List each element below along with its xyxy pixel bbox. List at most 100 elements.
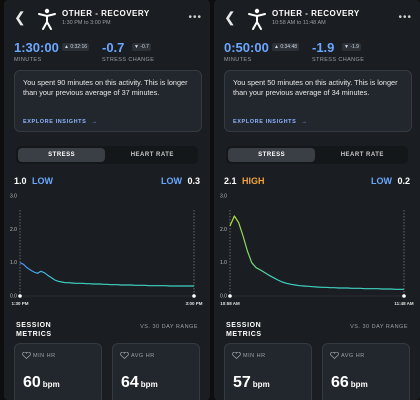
activity-time-range: 10:58 AM to 11:48 AM (272, 20, 326, 26)
duration-chip: ▲ 0:32:16 (62, 43, 90, 51)
more-menu-icon[interactable]: ••• (188, 12, 202, 23)
y-tick-label: 3.0 (220, 194, 227, 200)
duration-chip-value: 0:34:48 (280, 44, 298, 50)
insight-card: You spent 90 minutes on this activity. T… (14, 70, 202, 132)
min-hr-value: 57 (233, 374, 251, 391)
stress-start-level: LOW (32, 176, 54, 186)
duration-value: 0:50:00 (224, 40, 269, 55)
stress-change-value: -1.9 (312, 40, 335, 55)
stress-end: LOW 0.3 (161, 176, 200, 186)
avg-hr-value: 66 (331, 374, 349, 391)
avg-hr-header: AVG HR (330, 352, 365, 359)
arrow-right-icon: → (91, 119, 98, 125)
x-start-label: 1:30 PM (11, 301, 28, 306)
screen-left: ❮ OTHER - RECOVERY 1:30 PM to 3:00 PM ••… (4, 0, 210, 400)
activity-title: OTHER - RECOVERY (62, 9, 150, 18)
screen-right: ❮ OTHER - RECOVERY 10:58 AM to 11:48 AM … (214, 0, 420, 400)
avg-hr-card[interactable]: AVG HR 64 bpm (112, 343, 200, 400)
y-tick-label: 1.0 (10, 260, 17, 266)
stress-series-line (229, 215, 404, 290)
stress-start-value: 1.0 (14, 176, 27, 186)
avg-hr-unit: bpm (350, 380, 368, 389)
stress-chart: 0.0 1.0 2.0 3.0 1:30 PM 3:00 PM (10, 194, 203, 307)
min-hr-label: MIN HR (33, 352, 56, 359)
x-end-label: 11:48 AM (394, 301, 414, 306)
y-tick-label: 0.0 (10, 294, 17, 300)
y-tick-label: 2.0 (220, 227, 227, 233)
stress-end-level: LOW (370, 176, 392, 186)
heart-icon (330, 352, 339, 359)
insight-text: You spent 90 minutes on this activity. T… (23, 78, 188, 97)
x-end-label: 3:00 PM (185, 301, 202, 306)
stress-change-chip-value: -1.9 (350, 44, 359, 50)
duration-chip: ▲ 0:34:48 (272, 43, 300, 51)
metric-tabs: STRESS HEART RATE (16, 146, 198, 164)
explore-insights-label: EXPLORE INSIGHTS (23, 119, 87, 125)
stress-change-chip: ▼ -0.7 (132, 43, 151, 51)
tab-heart-rate[interactable]: HEART RATE (340, 152, 384, 158)
insight-text: You spent 50 minutes on this activity. T… (233, 78, 398, 97)
arrow-right-icon: → (301, 119, 308, 125)
back-chevron-icon[interactable]: ❮ (224, 9, 236, 25)
end-point (402, 294, 406, 298)
avg-hr-label: AVG HR (131, 352, 155, 359)
avg-hr-value-row: 64 bpm (121, 374, 158, 392)
session-metrics-title: SESSION METRICS (226, 322, 262, 338)
more-menu-icon[interactable]: ••• (398, 12, 412, 23)
x-start-label: 10:58 AM (220, 301, 240, 306)
min-hr-unit: bpm (252, 380, 270, 389)
tab-stress[interactable]: STRESS (18, 148, 106, 162)
stress-start-value: 2.1 (224, 176, 237, 186)
activity-time-range: 1:30 PM to 3:00 PM (62, 20, 111, 26)
tab-heart-rate[interactable]: HEART RATE (130, 152, 174, 158)
start-point (228, 294, 232, 298)
top-bar: ❮ OTHER - RECOVERY 1:30 PM to 3:00 PM ••… (4, 8, 210, 30)
explore-insights-link[interactable]: EXPLORE INSIGHTS → (233, 119, 308, 125)
insight-card: You spent 50 minutes on this activity. T… (224, 70, 412, 132)
explore-insights-label: EXPLORE INSIGHTS (233, 119, 297, 125)
stress-change-label: STRESS CHANGE (312, 57, 365, 63)
min-hr-card[interactable]: MIN HR 60 bpm (14, 343, 102, 400)
top-bar: ❮ OTHER - RECOVERY 10:58 AM to 11:48 AM … (214, 8, 420, 30)
avg-hr-label: AVG HR (341, 352, 365, 359)
person-activity-icon (38, 8, 56, 30)
avg-hr-value-row: 66 bpm (331, 374, 368, 392)
stress-end: LOW 0.2 (371, 176, 410, 186)
avg-hr-card[interactable]: AVG HR 66 bpm (322, 343, 410, 400)
min-hr-header: MIN HR (22, 352, 56, 359)
stress-end-value: 0.2 (397, 176, 410, 186)
stress-change-value: -0.7 (102, 40, 125, 55)
explore-insights-link[interactable]: EXPLORE INSIGHTS → (23, 119, 98, 125)
metric-tabs: STRESS HEART RATE (226, 146, 408, 164)
tab-stress[interactable]: STRESS (228, 148, 316, 162)
y-tick-label: 1.0 (220, 260, 227, 266)
avg-hr-value: 64 (121, 374, 139, 391)
min-hr-label: MIN HR (243, 352, 266, 359)
activity-stats: 1:30:00 ▲ 0:32:16 MINUTES -0.7 ▼ -0.7 ST… (14, 40, 200, 64)
y-tick-label: 3.0 (10, 194, 17, 200)
min-hr-value: 60 (23, 374, 41, 391)
min-hr-header: MIN HR (232, 352, 266, 359)
stress-change-chip-value: -0.7 (140, 44, 149, 50)
stress-end-level: LOW (160, 176, 182, 186)
heart-down-icon (22, 352, 31, 359)
min-hr-value-row: 60 bpm (23, 374, 60, 392)
stress-series-line (19, 262, 194, 287)
avg-hr-header: AVG HR (120, 352, 155, 359)
duration-value: 1:30:00 (14, 40, 59, 55)
back-chevron-icon[interactable]: ❮ (14, 9, 26, 25)
stress-change-label: STRESS CHANGE (102, 57, 155, 63)
stress-change-chip: ▼ -1.9 (342, 43, 361, 51)
stress-start-level: HIGH (242, 176, 265, 186)
y-tick-label: 0.0 (220, 294, 227, 300)
session-metrics-title: SESSION METRICS (16, 322, 52, 338)
stress-end-value: 0.3 (187, 176, 200, 186)
y-tick-label: 2.0 (10, 227, 17, 233)
duration-chip-value: 0:32:16 (70, 44, 88, 50)
min-hr-card[interactable]: MIN HR 57 bpm (224, 343, 312, 400)
stress-chart: 0.0 1.0 2.0 3.0 10:58 AM 11:48 AM (220, 194, 414, 307)
min-hr-value-row: 57 bpm (233, 374, 270, 392)
stress-start: 2.1 HIGH (224, 176, 265, 186)
end-point (192, 294, 196, 298)
avg-hr-unit: bpm (140, 380, 158, 389)
